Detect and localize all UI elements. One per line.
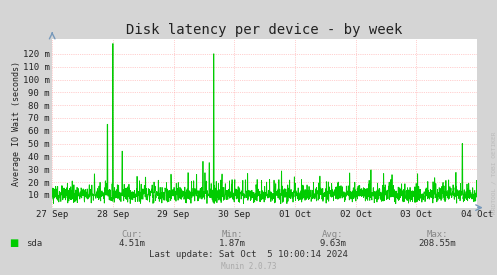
Text: Last update: Sat Oct  5 10:00:14 2024: Last update: Sat Oct 5 10:00:14 2024 (149, 250, 348, 259)
Text: 9.63m: 9.63m (320, 239, 346, 248)
Y-axis label: Average IO Wait (seconds): Average IO Wait (seconds) (12, 60, 21, 186)
Text: Avg:: Avg: (322, 230, 344, 239)
Text: sda: sda (26, 239, 42, 248)
Text: 1.87m: 1.87m (219, 239, 246, 248)
Text: Cur:: Cur: (121, 230, 143, 239)
Text: RRDTOOL / TOBI OETIKER: RRDTOOL / TOBI OETIKER (491, 132, 496, 214)
Text: 208.55m: 208.55m (418, 239, 456, 248)
Text: Min:: Min: (222, 230, 244, 239)
Text: 4.51m: 4.51m (118, 239, 145, 248)
Title: Disk latency per device - by week: Disk latency per device - by week (126, 23, 403, 37)
Text: ■: ■ (9, 238, 18, 248)
Text: Max:: Max: (426, 230, 448, 239)
Text: Munin 2.0.73: Munin 2.0.73 (221, 262, 276, 271)
